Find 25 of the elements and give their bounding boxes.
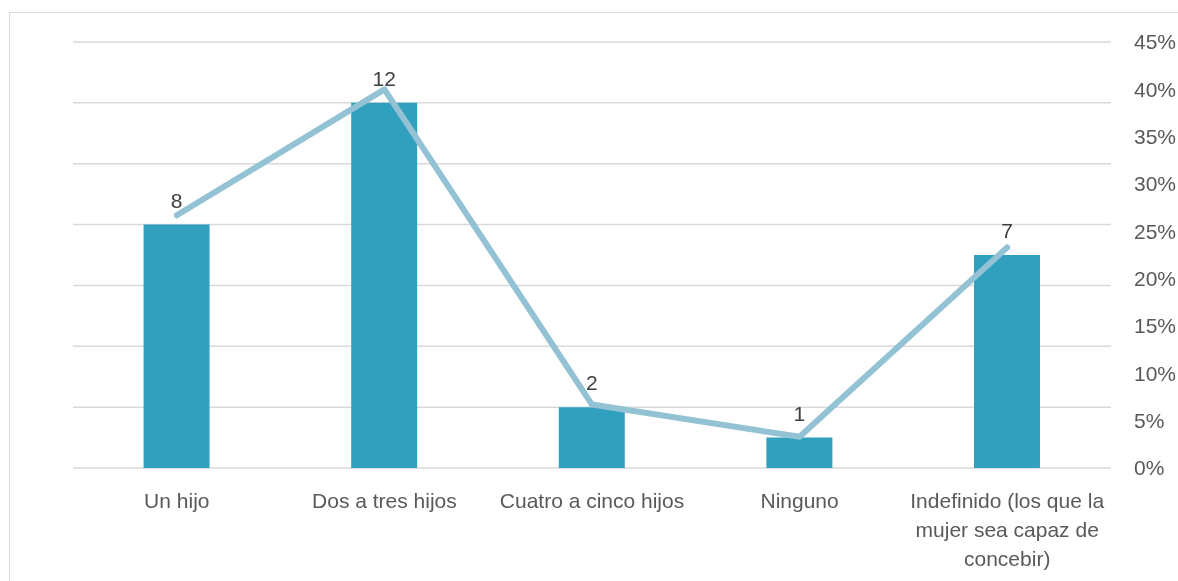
x-tick-label: Dos a tres hijos [312,489,457,512]
data-label: 12 [372,66,396,90]
data-label: 1 [793,401,806,425]
y2-tick-label: 20% [1134,267,1177,291]
bar [973,255,1040,468]
y2-tick-label: 0% [1134,456,1165,480]
x-tick-label: Cuatro a cinco hijos [499,489,685,512]
y2-tick-label: 40% [1134,77,1177,101]
y2-tick-label: 10% [1134,361,1177,385]
bar [143,224,210,468]
bar [351,102,418,468]
bar [766,437,833,468]
x-tick-label: Indefinido (los que la mujer sea capaz de concebir) [910,489,1105,570]
y2-tick-label: 35% [1134,125,1177,149]
y2-tick-label: 25% [1134,219,1177,243]
y2-tick-label: 5% [1134,409,1165,433]
data-label: 8 [170,188,183,212]
data-label: 7 [1001,219,1013,242]
x-tick-label: Ninguno [760,489,839,512]
y2-tick-label: 15% [1134,314,1177,338]
x-tick-label: Un hijo [144,489,210,512]
bar [558,407,625,468]
data-label: 2 [585,371,598,395]
y2-tick-label: 45% [1134,30,1177,54]
y2-tick-label: 30% [1134,172,1177,196]
